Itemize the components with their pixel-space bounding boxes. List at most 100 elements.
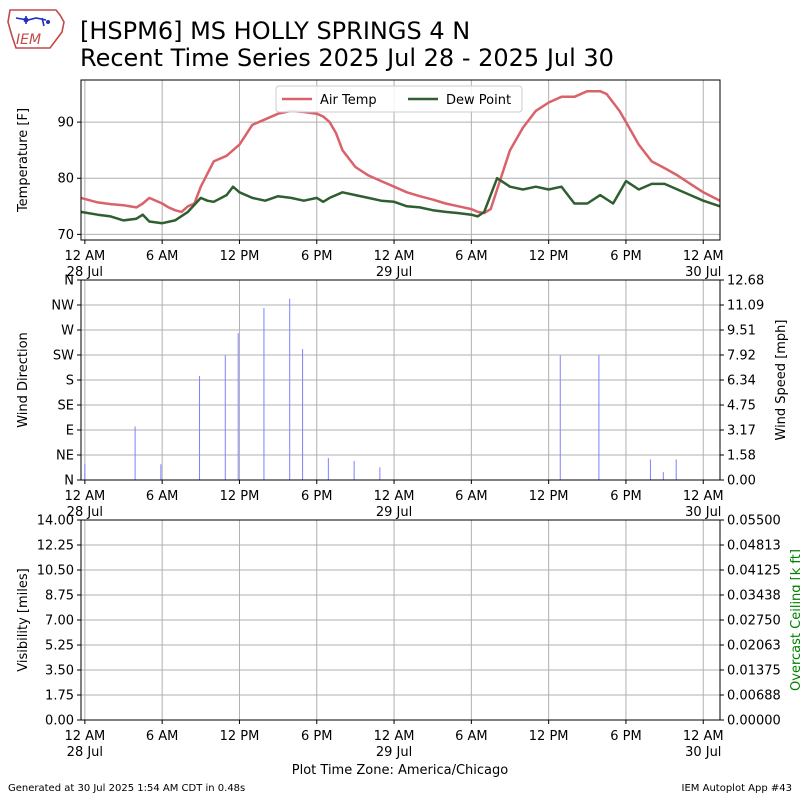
x-tick-label: 6 AM: [146, 249, 179, 264]
series-line-dew-point: [80, 176, 721, 225]
x-date-label: 29 Jul: [376, 745, 412, 760]
y2-tick-label: 0.05500: [727, 514, 781, 529]
x-tick-label: 6 AM: [455, 249, 488, 264]
y2-tick-label: 0.00000: [727, 714, 781, 729]
x-tick-label: 6 PM: [301, 249, 332, 264]
x-tick-label: 6 AM: [146, 489, 179, 504]
wind-speed-bar: [237, 333, 239, 480]
wind-speed-bar: [289, 298, 291, 480]
wind-speed-bar: [353, 461, 355, 480]
iem-logo: IEM: [7, 9, 65, 49]
x-date-label: 30 Jul: [685, 745, 721, 760]
y-tick-label: N: [64, 474, 74, 489]
wind-speed-bar: [224, 355, 226, 480]
plot-frame: [80, 279, 721, 481]
y-tick-label: 12.25: [37, 539, 74, 554]
y2-tick-label: 9.51: [727, 324, 756, 339]
x-tick-label: 6 AM: [146, 729, 179, 744]
y2-axis-title: Wind Speed [mph]: [774, 320, 789, 441]
x-tick-label: 12 AM: [374, 489, 415, 504]
x-tick-label: 6 PM: [301, 729, 332, 744]
x-tick-label: 12 AM: [64, 729, 105, 744]
wind-speed-bar: [263, 308, 265, 480]
y-tick-label: 90: [57, 116, 74, 131]
series-line-air-temp: [80, 89, 721, 215]
x-tick-label: 6 PM: [301, 489, 332, 504]
x-date-label: 28 Jul: [67, 505, 103, 520]
wind-speed-bar: [134, 426, 136, 480]
x-tick-label: 6 PM: [610, 249, 641, 264]
x-tick-label: 12 PM: [529, 729, 569, 744]
x-date-label: 30 Jul: [685, 265, 721, 280]
app-credit: IEM Autoplot App #43: [681, 783, 792, 794]
panel-1: 12 AM 6 AM 12 PM 6 PM 12 AM 6 AM 12 PM 6 PM 12 A…: [16, 79, 724, 280]
y-tick-label: SE: [58, 399, 74, 414]
x-tick-label: 12 AM: [683, 249, 724, 264]
wind-speed-bar: [327, 457, 329, 480]
y-tick-label: 10.50: [37, 564, 74, 579]
chart-header: IEM [HSPM6] MS HOLLY SPRINGS 4 N Recent …: [0, 0, 800, 80]
legend-label: Dew Point: [446, 93, 511, 108]
y2-tick-label: 6.34: [727, 374, 756, 389]
y-tick-label: NE: [56, 449, 74, 464]
x-date-label: 28 Jul: [67, 265, 103, 280]
y-tick-label: W: [61, 324, 74, 339]
plot-frame: [80, 79, 721, 241]
y2-tick-label: 4.75: [727, 399, 756, 414]
y2-tick-label: 12.68: [727, 274, 764, 289]
y2-tick-label: 0.01375: [727, 664, 781, 679]
generated-note: Generated at 30 Jul 2025 1:54 AM CDT in …: [8, 783, 246, 794]
y-tick-label: SW: [53, 349, 74, 364]
y-tick-label: S: [66, 374, 74, 389]
y2-tick-label: 3.17: [727, 424, 756, 439]
legend-label: Air Temp: [320, 93, 377, 108]
y-tick-label: E: [66, 424, 74, 439]
wind-speed-bar: [302, 349, 304, 480]
y2-tick-label: 0.02063: [727, 639, 781, 654]
y2-tick-label: 1.58: [727, 449, 756, 464]
y-tick-label: 70: [57, 228, 74, 243]
y2-tick-label: 11.09: [727, 299, 764, 314]
legend-box: [275, 85, 523, 113]
x-tick-label: 6 PM: [610, 729, 641, 744]
x-tick-label: 12 AM: [64, 489, 105, 504]
x-tick-label: 12 AM: [374, 249, 415, 264]
y-axis-title: Wind Direction: [16, 332, 31, 428]
y-tick-label: 7.00: [45, 614, 74, 629]
y2-tick-label: 0.00688: [727, 689, 781, 704]
x-tick-label: 12 AM: [683, 489, 724, 504]
x-tick-label: 12 AM: [683, 729, 724, 744]
x-date-label: 28 Jul: [67, 745, 103, 760]
y-tick-label: NW: [51, 299, 74, 314]
y-axis-title: Temperature [F]: [16, 108, 31, 213]
y2-tick-label: 0.04813: [727, 539, 781, 554]
wind-speed-bar: [160, 464, 162, 480]
x-tick-label: 12 PM: [220, 729, 260, 744]
logo-text: IEM: [16, 32, 41, 48]
y2-tick-label: 7.92: [727, 349, 756, 364]
wind-speed-bar: [675, 459, 677, 480]
panel-3: 12 AM 6 AM 12 PM 6 PM 12 AM 6 AM 12 PM 6 PM 12 A…: [16, 514, 800, 761]
x-tick-label: 12 AM: [374, 729, 415, 744]
wind-speed-bar: [649, 459, 651, 480]
y-tick-label: 14.00: [37, 514, 74, 529]
x-tick-label: 12 PM: [220, 489, 260, 504]
y2-tick-label: 0.03438: [727, 589, 781, 604]
chart-title-line2: Recent Time Series 2025 Jul 28 - 2025 Ju…: [80, 44, 614, 72]
x-axis-caption: Plot Time Zone: America/Chicago: [291, 763, 509, 778]
y-tick-label: N: [64, 274, 74, 289]
x-tick-label: 6 AM: [455, 729, 488, 744]
plot-frame: [80, 519, 721, 721]
y-axis-title: Visibility [miles]: [16, 568, 31, 671]
x-tick-label: 12 PM: [529, 249, 569, 264]
wind-speed-bar: [598, 355, 600, 480]
x-tick-label: 6 AM: [455, 489, 488, 504]
y-tick-label: 0.00: [45, 714, 74, 729]
y-tick-label: 5.25: [45, 639, 74, 654]
y2-tick-label: 0.04125: [727, 564, 781, 579]
x-tick-label: 12 AM: [64, 249, 105, 264]
y2-axis-title: Overcast Ceiling [k ft]: [789, 549, 800, 691]
y-tick-label: 1.75: [45, 689, 74, 704]
wind-speed-bar: [379, 467, 381, 480]
